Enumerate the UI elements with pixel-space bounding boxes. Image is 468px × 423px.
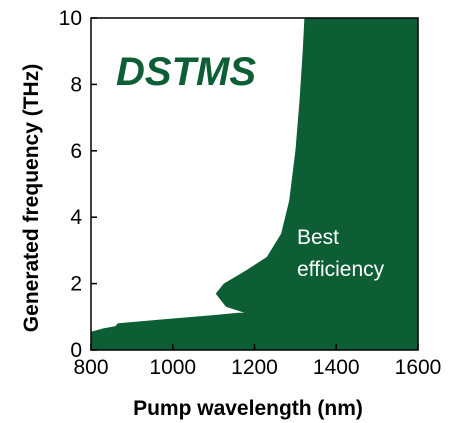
x-tick-label: 1600: [395, 356, 442, 379]
x-tick-label: 1400: [313, 356, 360, 379]
y-axis-title: Generated frequency (THz): [20, 64, 43, 332]
chart-title: DSTMS: [116, 50, 256, 94]
x-axis-title: Pump wavelength (nm): [133, 397, 363, 420]
x-axis-ticks: 800 1000 1200 1400 1600: [73, 344, 441, 379]
x-tick-label: 800: [73, 356, 108, 379]
best-efficiency-region: [91, 18, 418, 350]
y-tick-label: 10: [59, 7, 82, 30]
y-axis-ticks: 0 2 4 6 8 10: [59, 7, 97, 362]
y-tick-label: 2: [70, 273, 82, 296]
annotation-line-1: Best: [297, 226, 339, 249]
y-tick-label: 8: [70, 73, 82, 96]
y-tick-label: 4: [70, 206, 82, 229]
x-tick-label: 1000: [149, 356, 196, 379]
x-tick-label: 1200: [231, 356, 278, 379]
y-tick-label: 0: [70, 339, 82, 362]
y-tick-label: 6: [70, 140, 82, 163]
annotation-line-2: efficiency: [297, 258, 385, 281]
